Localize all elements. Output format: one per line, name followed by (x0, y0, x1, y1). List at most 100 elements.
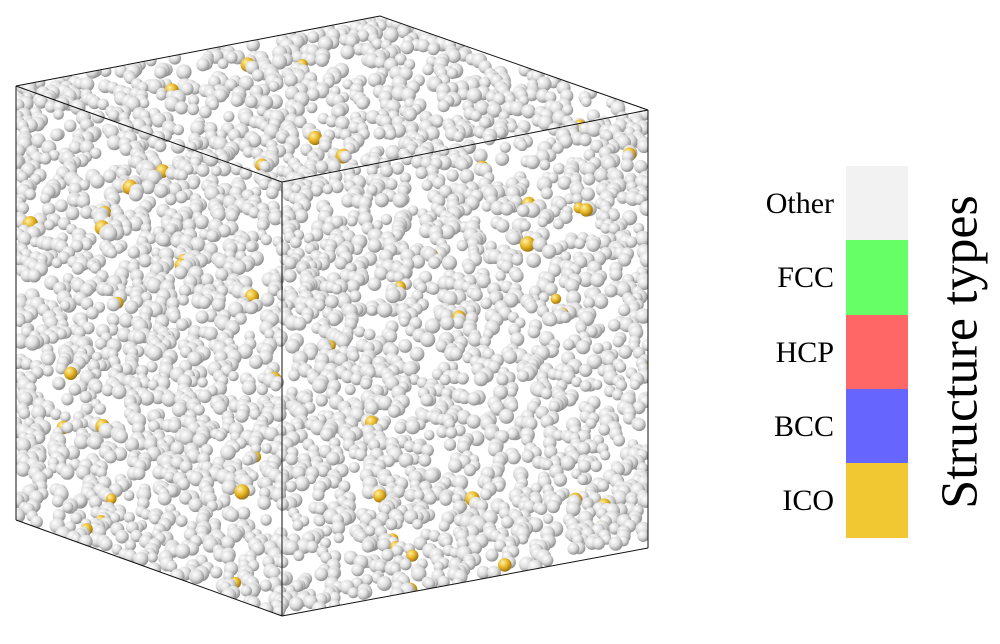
other-atom (51, 257, 63, 269)
other-atom (480, 488, 492, 501)
other-atom (146, 277, 162, 294)
other-atom (440, 224, 455, 240)
other-atom (328, 599, 341, 611)
other-atom (197, 377, 208, 388)
other-atom (63, 119, 77, 133)
other-atom (440, 315, 455, 331)
other-atom (594, 294, 609, 309)
other-atom (132, 467, 146, 480)
other-atom (438, 145, 450, 157)
other-atom (385, 145, 401, 161)
other-atom (456, 239, 468, 252)
other-atom (194, 214, 209, 230)
other-atom (367, 238, 382, 253)
other-atom (226, 52, 238, 64)
other-atom (44, 100, 57, 113)
other-atom (101, 226, 118, 242)
other-atom (420, 332, 436, 348)
other-atom (138, 254, 152, 268)
other-atom (344, 34, 358, 48)
other-atom (356, 29, 370, 42)
other-atom (341, 193, 355, 208)
legend-swatch-bcc (846, 389, 908, 464)
other-atom (565, 290, 582, 306)
other-atom (107, 109, 120, 122)
other-atom (196, 163, 210, 177)
other-atom (617, 252, 632, 267)
other-atom (154, 140, 167, 153)
other-atom (244, 95, 258, 109)
other-atom (635, 230, 648, 247)
other-atom (165, 223, 177, 235)
other-atom (428, 256, 441, 269)
other-atom (544, 313, 558, 327)
other-atom (39, 152, 52, 165)
other-atom (251, 69, 265, 82)
other-atom (312, 488, 325, 502)
other-atom (409, 346, 425, 362)
other-atom (640, 177, 648, 189)
other-atom (314, 515, 326, 527)
other-atom (102, 284, 114, 296)
other-atom (188, 94, 200, 106)
other-atom (445, 427, 458, 439)
other-atom (601, 341, 612, 353)
other-atom (139, 390, 155, 406)
other-atom (604, 284, 618, 298)
other-atom (372, 220, 383, 231)
other-atom (500, 202, 514, 216)
other-atom (526, 253, 541, 268)
other-atom (315, 160, 329, 174)
other-atom (196, 58, 210, 72)
legend-label-hcp: HCP (775, 336, 834, 369)
other-atom (333, 532, 345, 544)
other-atom (476, 273, 491, 289)
other-atom (294, 209, 309, 224)
other-atom (60, 465, 75, 480)
other-atom (525, 155, 540, 170)
other-atom (20, 357, 33, 370)
other-atom (637, 139, 648, 154)
legend-swatch-hcp (846, 315, 908, 390)
other-atom (180, 82, 194, 96)
legend-label-fcc: FCC (777, 261, 834, 294)
other-atom (544, 282, 558, 296)
other-atom (544, 91, 557, 104)
other-atom (498, 408, 515, 424)
other-atom (140, 179, 156, 195)
other-atom (270, 380, 282, 392)
other-atom (285, 452, 299, 466)
other-atom (260, 514, 272, 526)
other-atom (439, 374, 451, 386)
other-atom (392, 192, 408, 208)
other-atom (214, 430, 226, 442)
other-atom (174, 101, 189, 115)
legend-swatch-fcc (846, 240, 908, 315)
other-atom (639, 251, 648, 268)
other-atom (467, 332, 483, 347)
other-atom (211, 207, 226, 222)
other-atom (217, 224, 231, 238)
other-atom (447, 458, 463, 473)
other-atom (509, 100, 526, 117)
other-atom (494, 126, 507, 139)
other-atom (260, 292, 275, 307)
other-atom (325, 115, 338, 128)
other-atom (618, 345, 632, 359)
other-atom (521, 104, 536, 119)
other-atom (546, 500, 560, 514)
other-atom (506, 121, 518, 133)
other-atom (432, 116, 444, 128)
other-atom (564, 278, 580, 294)
other-atom (608, 209, 620, 222)
other-atom (210, 566, 223, 579)
other-atom (459, 169, 475, 184)
other-atom (487, 102, 502, 118)
other-atom (506, 231, 521, 246)
other-atom (173, 124, 184, 136)
other-atom (317, 36, 334, 52)
other-atom (351, 563, 364, 577)
other-atom (118, 312, 134, 328)
other-atom (81, 239, 93, 251)
other-atom (147, 552, 158, 563)
